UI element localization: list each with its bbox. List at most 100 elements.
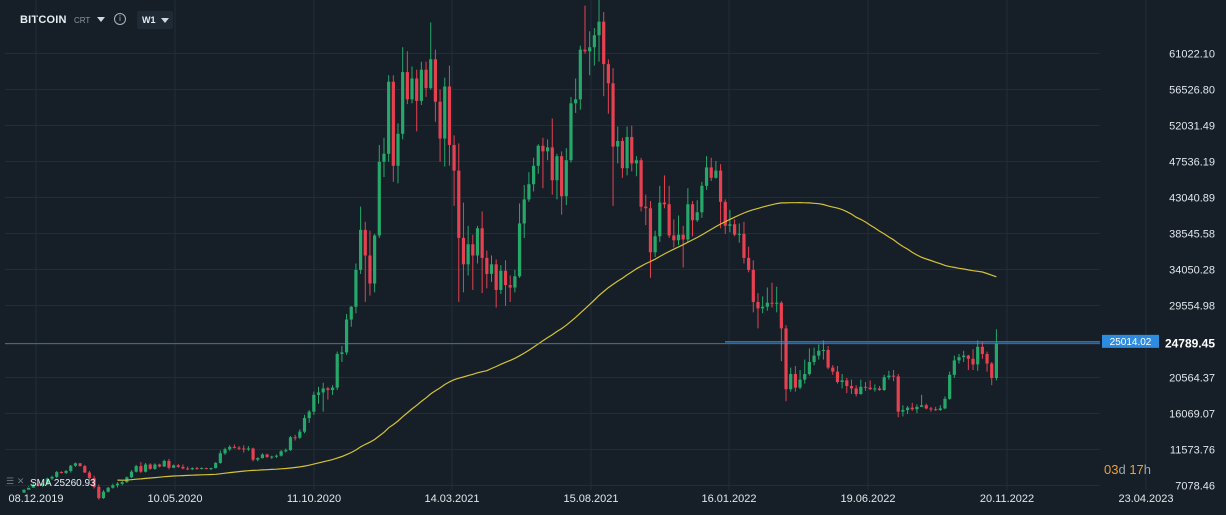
candle: [438, 89, 442, 162]
candle-body: [564, 160, 568, 197]
candle: [877, 386, 882, 391]
candle-body: [335, 353, 339, 388]
candle-body: [742, 233, 746, 258]
candle: [765, 287, 769, 311]
candle-body: [723, 201, 727, 226]
candle-body: [934, 409, 938, 411]
y-tick-label: 11573.76: [1170, 445, 1215, 457]
candle-body: [447, 86, 452, 145]
candle-body: [433, 59, 437, 102]
candle: [630, 125, 634, 172]
candle-body: [214, 462, 218, 469]
x-tick-label: 20.11.2022: [980, 493, 1034, 505]
candle: [293, 434, 297, 441]
candle-body: [415, 78, 419, 101]
x-tick-label: 16.01.2022: [701, 493, 756, 505]
candle: [471, 234, 475, 290]
candle-body: [826, 349, 830, 368]
candle-body: [588, 47, 592, 52]
candle-body: [985, 353, 989, 364]
candle-body: [284, 450, 288, 452]
candle-body: [22, 489, 26, 493]
candle: [36, 482, 40, 487]
candle-body: [293, 437, 297, 439]
candle: [64, 470, 68, 475]
timeframe-selector[interactable]: W1: [137, 11, 173, 29]
candle-body: [438, 101, 442, 139]
candle-body: [246, 448, 250, 450]
candle: [489, 255, 494, 282]
candle-body: [363, 229, 367, 256]
candle-body: [485, 257, 489, 274]
candle-body: [503, 270, 508, 286]
candle-body: [639, 160, 643, 207]
candle: [452, 135, 456, 206]
candle-body: [167, 460, 171, 468]
candle-body: [55, 472, 59, 477]
candle: [256, 457, 260, 462]
candle: [172, 464, 176, 469]
candle-body: [186, 468, 190, 470]
candle: [87, 470, 92, 480]
candle: [644, 194, 648, 226]
timer-days-unit: d: [1118, 462, 1126, 477]
sma-number: 25260.93: [53, 478, 96, 489]
candle: [695, 200, 699, 222]
candle: [957, 353, 961, 364]
candle-body: [686, 204, 690, 240]
candle: [807, 348, 811, 376]
sma-label: SMA: [30, 478, 52, 489]
candle-body: [307, 411, 311, 419]
info-icon[interactable]: i: [114, 13, 126, 25]
candle-body: [279, 451, 283, 456]
candle-body: [237, 447, 241, 449]
candle: [204, 467, 208, 470]
candle: [522, 185, 526, 238]
candle: [139, 462, 143, 473]
candle-body: [578, 49, 582, 100]
candle: [653, 230, 657, 258]
candle: [826, 345, 830, 370]
x-tick-label: 19.06.2022: [840, 493, 895, 505]
candle: [377, 144, 381, 238]
candle-body: [929, 408, 933, 410]
candle-body: [920, 405, 924, 407]
x-tick-label: 23.04.2023: [1118, 493, 1173, 505]
chart-type-selector[interactable]: CRT: [74, 16, 91, 25]
candle-body: [302, 418, 307, 432]
y-tick-label: 61022.10: [1169, 49, 1215, 61]
candle: [667, 185, 671, 238]
candle: [111, 483, 115, 489]
candle: [531, 157, 536, 192]
candle-body: [200, 468, 204, 470]
eye-icon[interactable]: ☰ ✕: [6, 477, 25, 487]
candle-body: [756, 301, 760, 309]
candle-body: [256, 458, 260, 460]
symbol-name[interactable]: BITCOIN: [20, 14, 67, 26]
candle: [78, 462, 82, 467]
candle: [143, 462, 148, 473]
candle-body: [101, 491, 106, 499]
candle-body: [620, 140, 624, 169]
candle-body: [728, 224, 732, 226]
candle: [578, 45, 582, 110]
candle-body: [695, 212, 699, 221]
candle: [335, 351, 339, 391]
candle: [588, 31, 592, 76]
candle: [901, 405, 905, 417]
candle-body: [326, 388, 330, 391]
candle: [391, 75, 395, 182]
candle: [658, 185, 662, 242]
candle: [789, 367, 793, 392]
candle-body: [405, 72, 409, 100]
candle-body: [681, 234, 685, 240]
candle: [485, 250, 489, 289]
candle-body: [630, 136, 634, 164]
candle: [176, 464, 180, 468]
candle: [115, 482, 120, 488]
caret-down-icon[interactable]: [97, 17, 105, 22]
candle: [905, 406, 910, 415]
candle: [574, 78, 578, 113]
candle: [307, 410, 311, 423]
